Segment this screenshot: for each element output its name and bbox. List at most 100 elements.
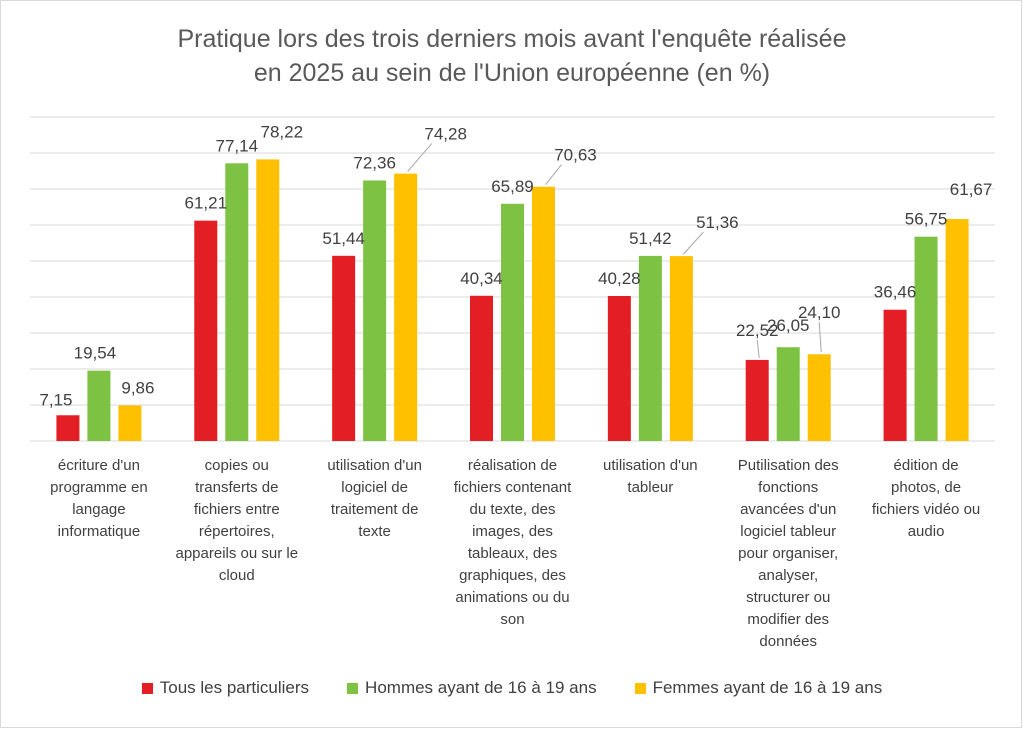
legend-label-hommes: Hommes ayant de 16 à 19 ans — [365, 678, 597, 697]
category-label-line: audio — [907, 523, 945, 540]
data-label-series-1-cat-6: 22,52 — [736, 321, 779, 340]
bar-series-2-cat-4 — [501, 203, 524, 441]
data-label-series-1-cat-3: 51,44 — [322, 229, 365, 248]
category-label-line: Putilisation des — [737, 457, 839, 474]
data-label-series-1-cat-7: 36,46 — [874, 283, 917, 302]
data-label-series-3-cat-5: 51,36 — [696, 213, 739, 232]
bar-series-1-cat-6 — [745, 359, 769, 441]
bar-series-2-cat-1 — [87, 370, 111, 441]
category-label-line: du texte, des — [469, 501, 556, 518]
category-label-6: Putilisation des fonctions avancées d'un lo… — [724, 455, 852, 653]
bar-series-1-cat-3 — [332, 255, 356, 441]
category-label-line: cloud — [218, 567, 255, 584]
bar-series-1-cat-1 — [56, 415, 80, 441]
category-label-line: informatique — [57, 523, 141, 540]
bar-series-3-cat-6 — [807, 354, 831, 441]
bar-series-3-cat-5 — [669, 256, 693, 441]
category-label-line: animations ou du — [455, 589, 570, 606]
bar-series-2-cat-2 — [225, 163, 249, 441]
data-label-series-2-cat-6: 26,05 — [767, 316, 810, 335]
data-label-leader — [407, 143, 433, 172]
data-label-series-1-cat-2: 61,21 — [185, 194, 228, 213]
bar-series-1-cat-5 — [607, 295, 631, 441]
data-label-series-2-cat-3: 72,36 — [353, 154, 396, 173]
category-label-line: langage — [72, 501, 126, 518]
category-label-3: utilisation d'un logiciel de traitement de… — [311, 455, 439, 543]
category-label-line: structurer ou — [746, 589, 831, 606]
legend-label-tous: Tous les particuliers — [159, 678, 310, 697]
legend-item-tous: Tous les particuliers — [141, 678, 310, 698]
category-label-line: transferts de — [195, 479, 279, 496]
legend-swatch-femmes — [634, 682, 646, 694]
category-label-line: écriture d'un — [57, 457, 140, 474]
category-label-line: fichiers vidéo ou — [871, 501, 981, 518]
category-label-1: écriture d'un programme en langage informat… — [35, 455, 163, 543]
category-label-line: modifier des — [747, 611, 830, 628]
category-label-line: répertoires, — [198, 523, 275, 540]
chart-title: Pratique lors des trois derniers mois av… — [0, 22, 1024, 90]
category-label-line: graphiques, des — [459, 567, 566, 584]
bar-series-2-cat-6 — [776, 347, 800, 441]
legend-item-femmes: Femmes ayant de 16 à 19 ans — [634, 678, 882, 698]
category-label-line: fonctions — [758, 479, 819, 496]
data-label-series-3-cat-1: 9,86 — [121, 379, 154, 398]
bar-series-3-cat-7 — [945, 218, 969, 441]
bar-series-3-cat-3 — [394, 173, 418, 442]
category-label-line: avancées d'un — [740, 501, 837, 518]
category-label-line: données — [759, 633, 817, 650]
data-label-series-1-cat-5: 40,28 — [598, 269, 641, 288]
chart-title-line-2: en 2025 au sein de l'Union européenne (e… — [253, 59, 771, 87]
category-label-line: texte — [358, 523, 391, 540]
bar-series-1-cat-2 — [194, 220, 218, 441]
bar-series-1-cat-7 — [883, 309, 907, 441]
category-label-line: programme en — [50, 479, 148, 496]
data-label-series-2-cat-5: 51,42 — [629, 229, 672, 248]
data-label-leader — [818, 322, 822, 353]
data-label-series-1-cat-4: 40,34 — [460, 269, 503, 288]
category-label-line: photos, de — [891, 479, 962, 496]
bar-series-2-cat-3 — [363, 180, 387, 441]
category-label-line: pour organiser, — [738, 545, 839, 562]
category-label-line: fichiers contenant — [453, 479, 572, 496]
category-label-line: fichiers entre — [193, 501, 280, 518]
category-label-line: logiciel tableur — [740, 523, 837, 540]
category-label-line: copies ou — [204, 457, 269, 474]
data-label-series-1-cat-1: 7,15 — [39, 390, 72, 409]
data-label-series-2-cat-1: 19,54 — [74, 344, 117, 363]
category-label-line: traitement de — [330, 501, 419, 518]
category-label-line: appareils ou sur le — [175, 545, 299, 562]
bar-series-3-cat-4 — [532, 186, 555, 441]
legend-item-hommes: Hommes ayant de 16 à 19 ans — [347, 678, 597, 698]
category-label-4: réalisation de fichiers contenant du texte… — [449, 455, 577, 631]
data-label-series-2-cat-7: 56,75 — [905, 210, 948, 229]
data-label-leader — [682, 231, 704, 255]
category-label-line: utilisation d'un — [327, 457, 422, 474]
data-label-series-2-cat-2: 77,14 — [216, 136, 259, 155]
category-label-7: édition de photos, de fichiers vidéo ou aud… — [862, 455, 990, 543]
category-label-line: images, des — [472, 523, 553, 540]
category-label-line: son — [500, 611, 525, 628]
legend-swatch-hommes — [347, 682, 359, 694]
bar-series-2-cat-5 — [638, 255, 662, 441]
data-label-series-3-cat-2: 78,22 — [261, 122, 304, 141]
category-label-line: réalisation de — [467, 457, 558, 474]
chart-title-line-1: Pratique lors des trois derniers mois av… — [177, 25, 847, 53]
legend: Tous les particuliers Hommes ayant de 16… — [0, 678, 1024, 698]
bar-series-1-cat-4 — [470, 295, 493, 441]
category-label-line: logiciel de — [341, 479, 408, 496]
category-label-line: tableur — [627, 479, 674, 496]
data-label-series-3-cat-3: 74,28 — [424, 125, 467, 144]
category-label-line: utilisation d'un — [603, 457, 698, 474]
data-label-leader — [545, 164, 562, 186]
data-label-series-3-cat-4: 70,63 — [554, 146, 597, 165]
category-label-line: édition de — [893, 457, 959, 474]
category-label-line: tableaux, des — [467, 545, 558, 562]
bar-series-3-cat-1 — [118, 405, 142, 441]
category-label-2: copies ou transferts de fichiers entre répe… — [173, 455, 301, 587]
data-label-leader — [756, 339, 760, 358]
bar-series-3-cat-2 — [256, 159, 280, 441]
data-label-series-3-cat-6: 24,10 — [798, 303, 841, 322]
data-label-series-2-cat-4: 65,89 — [491, 177, 534, 196]
